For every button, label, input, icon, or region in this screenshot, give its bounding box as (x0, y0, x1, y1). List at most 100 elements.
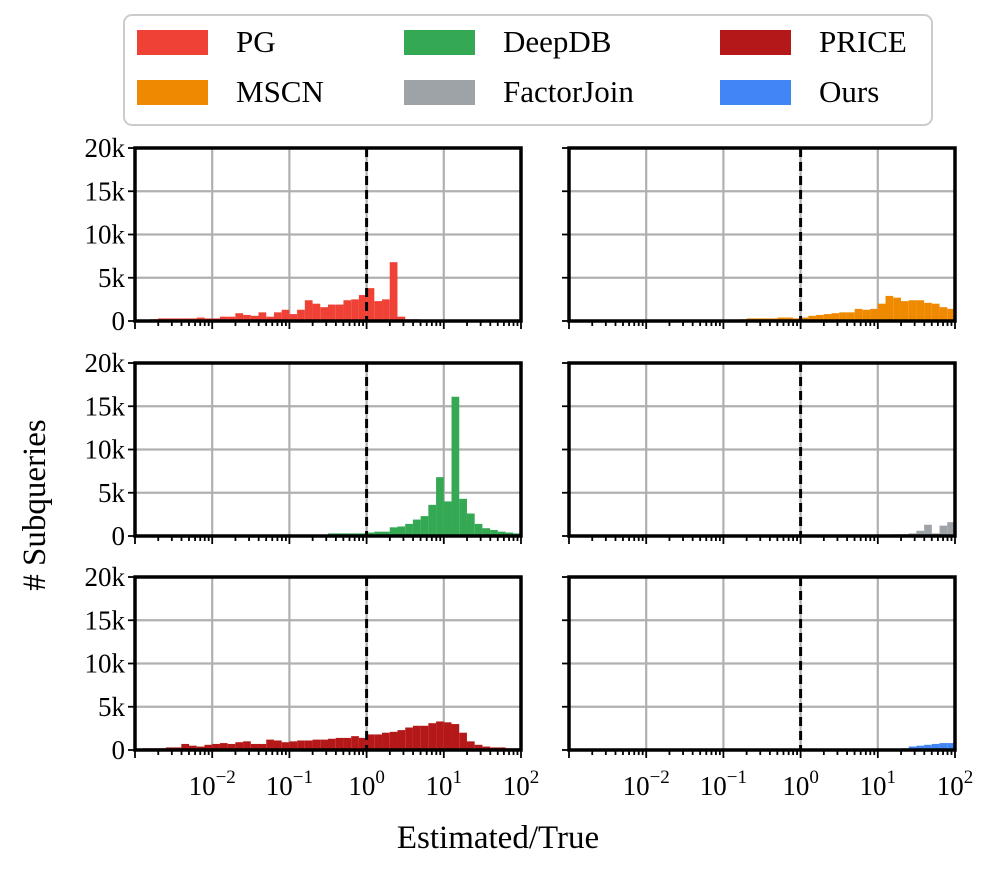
bar (258, 743, 267, 750)
gridlines (569, 361, 957, 538)
bar (970, 312, 978, 321)
bar (297, 309, 305, 321)
bars-mscn (723, 295, 994, 321)
bar (529, 535, 537, 536)
bar (358, 295, 367, 321)
bar (916, 530, 925, 536)
bar (250, 315, 259, 321)
y-tick-label: 5k (98, 263, 126, 293)
y-tick-label: 10k (85, 649, 126, 679)
y-tick-label: 0 (112, 521, 126, 551)
bar (451, 396, 460, 536)
bar (474, 523, 483, 536)
x-tick-label: 100 (348, 767, 385, 801)
x-ticks (568, 536, 956, 544)
legend-label-mscn: MSCN (236, 74, 324, 109)
bar (219, 316, 228, 321)
bar (536, 535, 544, 536)
bar (924, 524, 932, 536)
bar (443, 501, 452, 536)
bar (939, 307, 948, 321)
legend-label-deepdb: DeepDB (503, 24, 611, 59)
bar (963, 311, 971, 321)
bar (281, 742, 290, 750)
bar (536, 749, 544, 750)
bar (994, 508, 997, 536)
bar (978, 529, 986, 536)
bar (482, 528, 491, 536)
x-tick-label: 10−2 (623, 767, 670, 801)
bar (235, 742, 244, 750)
bar (443, 722, 452, 750)
x-tick-label: 101 (860, 767, 897, 801)
bar (366, 288, 375, 321)
bar (816, 314, 824, 321)
bar (374, 531, 383, 536)
bar (389, 527, 398, 536)
bar (552, 749, 560, 750)
bar (181, 743, 190, 750)
bar (227, 316, 236, 321)
bar (854, 308, 863, 321)
bar (862, 309, 871, 321)
bar (343, 737, 352, 750)
bars-factorjoin (877, 508, 997, 536)
bar (490, 529, 498, 536)
legend-label-factorjoin: FactorJoin (503, 74, 634, 109)
panel-factorjoin (562, 361, 997, 544)
bar (831, 313, 840, 321)
bar (397, 526, 406, 536)
bar (986, 740, 994, 750)
bar (963, 742, 971, 750)
x-tick-label: 100 (782, 767, 819, 801)
bar (289, 314, 298, 321)
bar (412, 725, 421, 750)
bar (978, 313, 986, 321)
bar (304, 740, 313, 750)
gridlines (569, 146, 957, 323)
bar (544, 749, 552, 750)
bar (947, 522, 955, 536)
gridlines (569, 575, 957, 752)
bar (924, 302, 932, 321)
bar (877, 303, 886, 321)
y-tick-label: 10k (85, 220, 126, 250)
bar (428, 504, 437, 536)
x-tick-label: 101 (426, 767, 463, 801)
x-ticks (134, 536, 522, 544)
bar (358, 737, 367, 750)
bar (382, 732, 390, 750)
bar (351, 299, 359, 321)
bar (273, 740, 282, 750)
legend-label-price: PRICE (819, 24, 907, 59)
bar (312, 739, 321, 750)
bar (281, 309, 290, 321)
bar (289, 741, 298, 750)
bar (312, 303, 321, 321)
bar (939, 743, 948, 750)
bar (397, 316, 406, 321)
x-ticks (134, 321, 522, 329)
y-tick-label: 20k (85, 133, 126, 163)
bar (420, 516, 429, 536)
bar (916, 745, 925, 750)
bar (374, 734, 383, 750)
gridlines (135, 575, 523, 752)
panels: 0 5k 10k 15k 20k 0 5k 10k 15k 20k 0 5k 10k 15k 20k 10−2… (85, 133, 997, 801)
bar (389, 731, 398, 750)
y-tick-label: 10k (85, 435, 126, 465)
bar (243, 741, 251, 750)
legend-swatch-factorjoin (404, 80, 475, 105)
x-tick-label: 102 (503, 767, 540, 801)
panel-deepdb: 0 5k 10k 15k 20k (85, 348, 544, 551)
bar (986, 314, 994, 321)
bar (227, 743, 236, 750)
bar (397, 730, 406, 750)
bar (963, 522, 971, 536)
y-tick-label: 20k (85, 562, 126, 592)
bar (366, 734, 375, 750)
bar (916, 300, 925, 321)
bar (328, 304, 336, 321)
bar (459, 732, 467, 750)
